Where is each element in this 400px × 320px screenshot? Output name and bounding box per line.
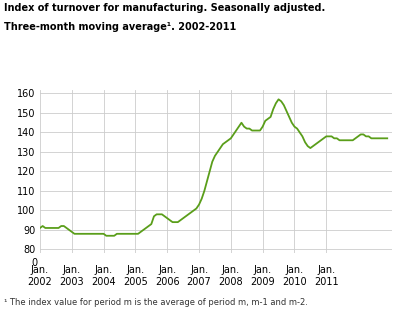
Text: Index of turnover for manufacturing. Seasonally adjusted.: Index of turnover for manufacturing. Sea… — [4, 3, 325, 13]
Text: Three-month moving average¹. 2002-2011: Three-month moving average¹. 2002-2011 — [4, 22, 236, 32]
Text: ¹ The index value for period m is the average of period m, m-1 and m-2.: ¹ The index value for period m is the av… — [4, 298, 308, 307]
